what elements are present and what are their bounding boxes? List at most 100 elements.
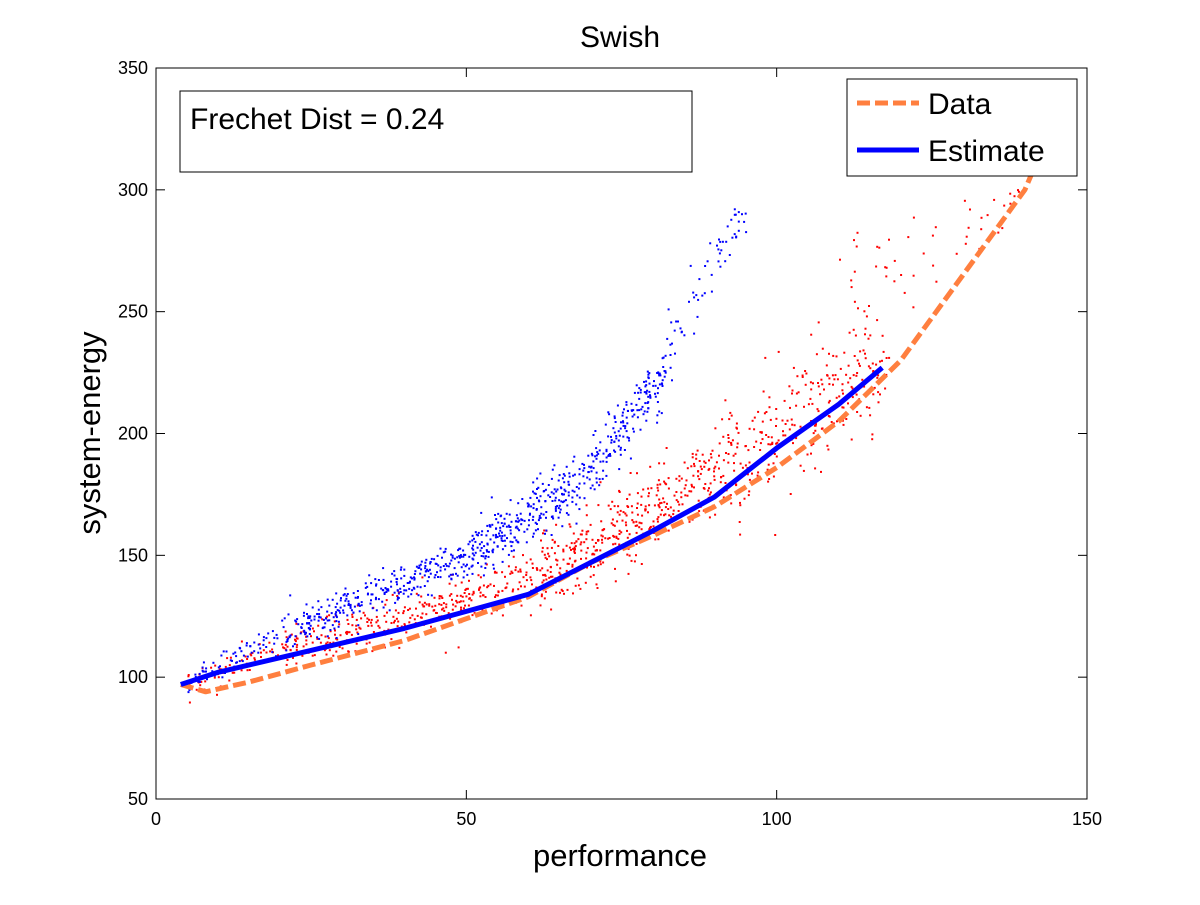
- scatter-point: [571, 496, 574, 499]
- scatter-point: [304, 633, 307, 636]
- scatter-point: [553, 464, 556, 467]
- scatter-point: [852, 374, 855, 377]
- scatter-point: [792, 442, 794, 445]
- scatter-point: [535, 523, 538, 525]
- scatter-point: [828, 377, 831, 380]
- scatter-point: [574, 545, 577, 548]
- scatter-point: [385, 591, 388, 593]
- scatter-point: [849, 377, 852, 380]
- scatter-point: [613, 449, 615, 452]
- scatter-point: [232, 652, 235, 655]
- scatter-point: [713, 475, 716, 478]
- scatter-point: [370, 582, 373, 585]
- scatter-point: [821, 383, 824, 386]
- scatter-point: [613, 524, 616, 527]
- scatter-point: [478, 588, 480, 591]
- scatter-point: [536, 477, 539, 480]
- scatter-point: [430, 625, 432, 628]
- scatter-point: [317, 619, 320, 622]
- scatter-point: [313, 615, 316, 618]
- scatter-point: [696, 449, 699, 452]
- scatter-point: [626, 529, 628, 532]
- scatter-point: [1003, 204, 1006, 207]
- scatter-point: [448, 575, 451, 578]
- scatter-point: [231, 671, 234, 674]
- scatter-point: [969, 208, 971, 211]
- scatter-point: [580, 533, 583, 536]
- scatter-point: [471, 614, 474, 617]
- scatter-point: [722, 496, 725, 499]
- scatter-point: [529, 496, 532, 499]
- scatter-point: [587, 471, 590, 474]
- scatter-point: [450, 578, 453, 581]
- scatter-point: [470, 599, 473, 602]
- scatter-point: [506, 582, 509, 585]
- scatter-point: [647, 495, 650, 498]
- scatter-point: [558, 474, 561, 477]
- scatter-point: [420, 568, 423, 571]
- scatter-point: [628, 533, 631, 536]
- scatter-point: [198, 672, 201, 675]
- scatter-point: [438, 597, 441, 600]
- scatter-point: [573, 473, 576, 476]
- scatter-point: [599, 441, 602, 444]
- scatter-point: [630, 402, 633, 405]
- scatter-point: [546, 569, 549, 572]
- scatter-point: [395, 617, 398, 620]
- scatter-point: [498, 532, 500, 535]
- scatter-point: [559, 573, 562, 576]
- scatter-point: [474, 551, 477, 554]
- scatter-point: [617, 505, 620, 508]
- scatter-point: [423, 585, 426, 587]
- scatter-point: [571, 489, 574, 492]
- scatter-point: [520, 585, 522, 588]
- scatter-point: [729, 411, 732, 414]
- scatter-point: [847, 381, 850, 384]
- scatter-point: [997, 231, 1000, 234]
- scatter-point: [607, 504, 610, 507]
- scatter-point: [311, 606, 314, 609]
- scatter-point: [649, 525, 652, 528]
- scatter-point: [377, 598, 380, 601]
- scatter-point: [445, 603, 448, 606]
- scatter-point: [441, 597, 444, 599]
- scatter-point: [539, 495, 542, 498]
- scatter-point: [751, 472, 753, 475]
- scatter-point: [452, 573, 454, 576]
- scatter-point: [614, 542, 617, 545]
- scatter-point: [856, 411, 859, 413]
- scatter-point: [543, 573, 546, 576]
- scatter-point: [724, 482, 727, 484]
- scatter-point: [595, 457, 598, 460]
- scatter-point: [439, 569, 442, 572]
- scatter-point: [554, 505, 557, 508]
- scatter-point: [644, 385, 647, 388]
- scatter-point: [311, 627, 314, 630]
- scatter-point: [614, 567, 616, 570]
- scatter-point: [471, 557, 474, 560]
- scatter-point: [771, 443, 774, 445]
- scatter-point: [625, 430, 628, 433]
- scatter-point: [444, 547, 447, 550]
- scatter-point: [639, 391, 642, 394]
- scatter-point: [425, 558, 428, 561]
- scatter-point: [541, 482, 544, 485]
- x-axis-title: performance: [533, 838, 707, 873]
- scatter-point: [619, 446, 622, 449]
- scatter-point: [323, 649, 326, 652]
- scatter-point: [328, 604, 331, 607]
- scatter-point: [628, 554, 631, 557]
- scatter-point: [399, 587, 402, 590]
- scatter-point: [657, 538, 660, 541]
- scatter-point: [850, 286, 853, 289]
- scatter-point: [491, 549, 494, 552]
- scatter-point: [384, 587, 387, 589]
- scatter-point: [326, 619, 329, 622]
- scatter-point: [704, 265, 707, 267]
- scatter-point: [656, 401, 659, 403]
- scatter-point: [664, 370, 667, 373]
- scatter-point: [468, 593, 471, 595]
- scatter-point: [598, 484, 601, 487]
- scatter-point: [509, 540, 512, 543]
- scatter-point: [549, 496, 552, 498]
